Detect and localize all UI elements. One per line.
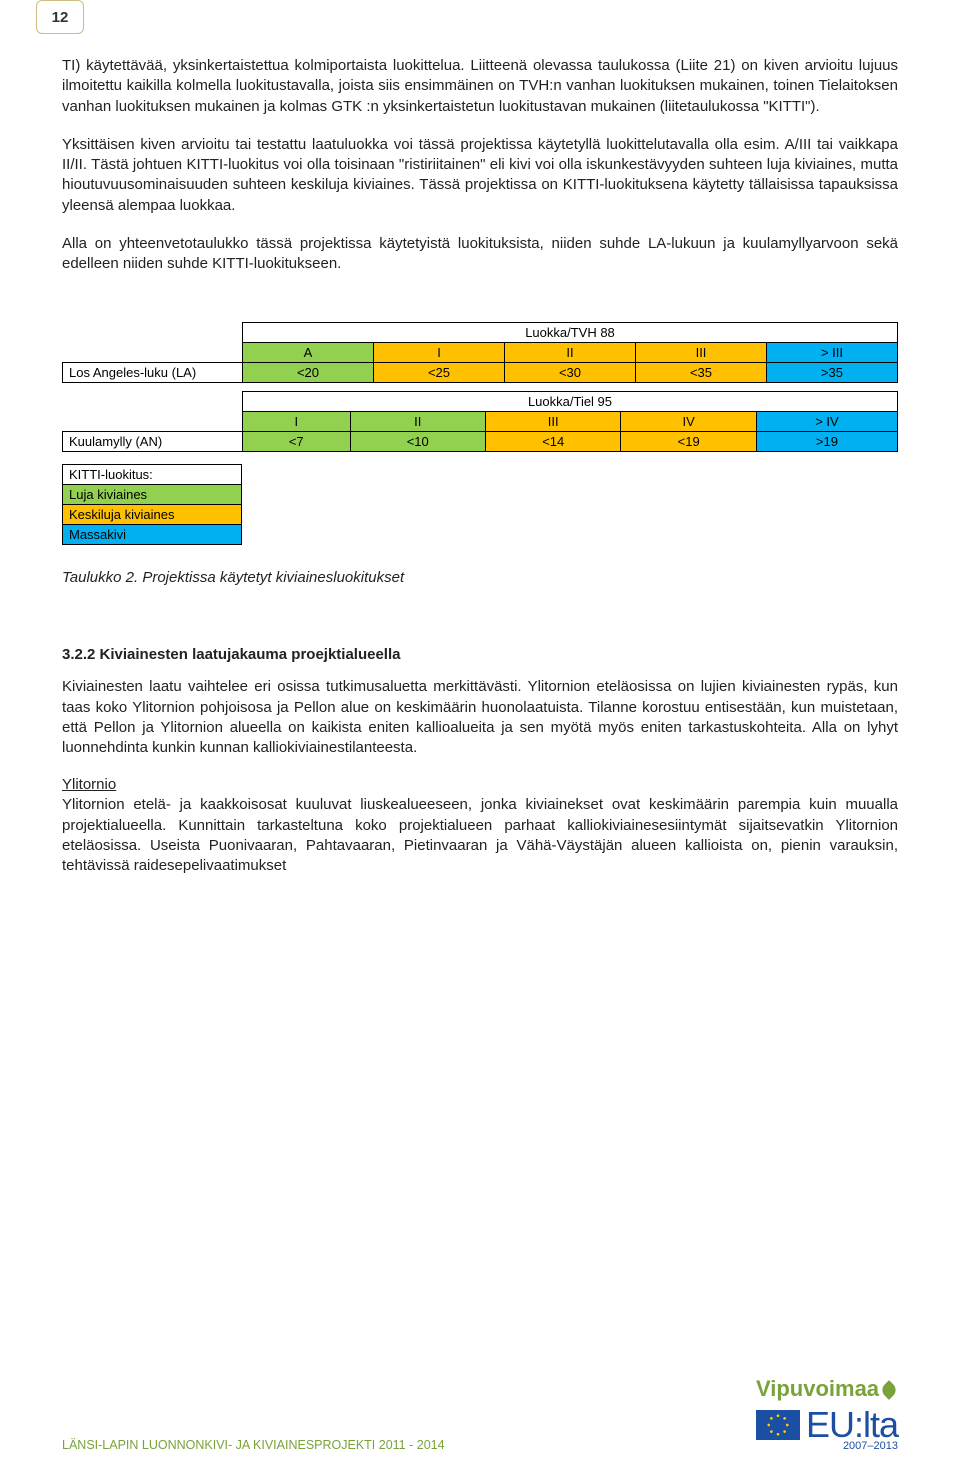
- kitti-row-1: Keskiluja kiviaines: [63, 505, 242, 525]
- tables-container: Luokka/TVH 88 A I II III > III Los Angel…: [62, 322, 898, 545]
- paragraph-3: Alla on yhteenvetotaulukko tässä projekt…: [62, 234, 898, 275]
- kitti-row-0: Luja kiviaines: [63, 485, 242, 505]
- tiel-v0: <7: [243, 432, 351, 452]
- kitti-row-2: Massakivi: [63, 525, 242, 545]
- sub-heading-ylitornio: Ylitornio: [62, 776, 898, 793]
- tvh-h1: I: [374, 343, 505, 363]
- tiel-v1: <10: [350, 432, 485, 452]
- tvh-h0: A: [243, 343, 374, 363]
- paragraph-1: TI) käytettävää, yksinkertaistettua kolm…: [62, 56, 898, 117]
- tvh-h3: III: [636, 343, 767, 363]
- paragraph-2: Yksittäisen kiven arvioitu tai testattu …: [62, 135, 898, 216]
- section-heading: 3.2.2 Kiviainesten laatujakauma proejkti…: [62, 646, 898, 663]
- table-tvh-title: Luokka/TVH 88: [243, 323, 898, 343]
- tvh-v1: <25: [374, 363, 505, 383]
- tiel-h0: I: [243, 412, 351, 432]
- eu-flag-icon: [756, 1410, 800, 1440]
- tvh-v2: <30: [505, 363, 636, 383]
- tiel-h3: IV: [621, 412, 756, 432]
- table-tiel-value-row: Kuulamylly (AN) <7 <10 <14 <19 >19: [63, 432, 898, 452]
- tiel-h1: II: [350, 412, 485, 432]
- paragraph-5: Ylitornion etelä- ja kaakkoisosat kuuluv…: [62, 795, 898, 876]
- table-tvh-value-row: Los Angeles-luku (LA) <20 <25 <30 <35 >3…: [63, 363, 898, 383]
- tvh-v4: >35: [767, 363, 898, 383]
- tvh-h4: > III: [767, 343, 898, 363]
- vipuvoimaa-logo: Vipuvoimaa: [756, 1376, 896, 1402]
- kitti-legend: KITTI-luokitus: Luja kiviaines Keskiluja…: [62, 464, 242, 545]
- tiel-h4: > IV: [756, 412, 897, 432]
- page-content: TI) käytettävää, yksinkertaistettua kolm…: [62, 56, 898, 876]
- kitti-title: KITTI-luokitus:: [63, 465, 242, 485]
- leaf-icon: [879, 1380, 899, 1400]
- tiel-v3: <19: [621, 432, 756, 452]
- vipuvoimaa-text: Vipuvoimaa: [756, 1376, 879, 1401]
- table-tiel: Luokka/Tiel 95 I II III IV > IV Kuulamyl…: [62, 391, 898, 452]
- tvh-v0: <20: [243, 363, 374, 383]
- paragraph-4: Kiviainesten laatu vaihtelee eri osissa …: [62, 677, 898, 758]
- tvh-h2: II: [505, 343, 636, 363]
- footer-logos: Vipuvoimaa EU:lta 2007–2013: [756, 1376, 898, 1452]
- table-tiel-header-row: I II III IV > IV: [63, 412, 898, 432]
- page-footer: LÄNSI-LAPIN LUONNONKIVI- JA KIVIAINESPRO…: [62, 1376, 898, 1452]
- tvh-row-label: Los Angeles-luku (LA): [63, 363, 243, 383]
- tiel-row-label: Kuulamylly (AN): [63, 432, 243, 452]
- table-tiel-title: Luokka/Tiel 95: [243, 392, 898, 412]
- tiel-h2: III: [485, 412, 620, 432]
- tvh-v3: <35: [636, 363, 767, 383]
- page-number-tab: 12: [36, 0, 84, 34]
- table-tvh-header-row: A I II III > III: [63, 343, 898, 363]
- table-caption: Taulukko 2. Projektissa käytetyt kiviain…: [62, 569, 898, 586]
- footer-project-title: LÄNSI-LAPIN LUONNONKIVI- JA KIVIAINESPRO…: [62, 1438, 445, 1452]
- eu-years: 2007–2013: [843, 1440, 898, 1452]
- table-tvh: Luokka/TVH 88 A I II III > III Los Angel…: [62, 322, 898, 383]
- tiel-v2: <14: [485, 432, 620, 452]
- tiel-v4: >19: [756, 432, 897, 452]
